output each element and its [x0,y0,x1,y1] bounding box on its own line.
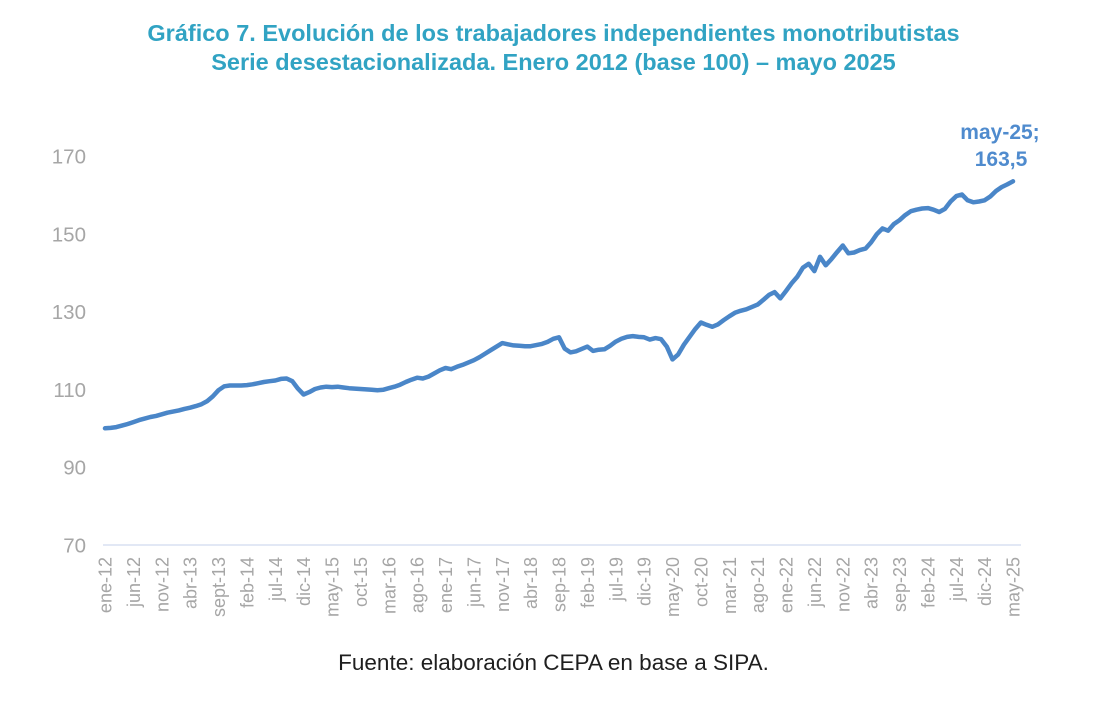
y-axis-tick-label: 90 [63,457,86,480]
source-note: Fuente: elaboración CEPA en base a SIPA. [338,650,769,675]
x-axis-tick-label: may-25 [1004,557,1024,617]
x-axis-tick-label: abr-23 [862,557,882,609]
x-axis-tick-label: ago-16 [408,557,428,613]
x-axis-tick-label: sept-13 [209,557,229,617]
x-axis-tick-label: nov-22 [833,557,853,612]
chart-title-line-1: Gráfico 7. Evolución de los trabajadores… [147,20,960,46]
x-axis-tick-label: jun-17 [464,557,484,608]
x-axis-tick-label: may-15 [323,557,343,617]
y-axis-labels: 170 150 130 110 90 70 [52,146,86,558]
annotation-label: may-25; [960,121,1039,144]
chart-title: Gráfico 7. Evolución de los trabajadores… [0,19,1107,77]
x-axis-tick-label: sep-18 [550,557,570,612]
x-axis-tick-label: jul-24 [947,557,967,602]
x-axis-tick-label: abr-13 [181,557,201,609]
x-axis-tick-label: ene-22 [777,557,797,613]
x-axis-tick-label: feb-19 [578,557,598,608]
x-axis-tick-label: jun-22 [805,557,825,608]
x-axis-tick-label: mar-16 [379,557,399,614]
y-axis-tick-label: 70 [63,535,86,558]
series-line [102,179,1016,431]
x-axis-tick-label: ene-17 [436,557,456,613]
x-axis-tick-label: jul-14 [266,557,286,602]
y-axis-tick-label: 130 [52,301,86,324]
x-axis-tick-label: oct-20 [691,557,711,607]
x-axis-tick-label: dic-19 [635,557,655,606]
x-axis-tick-label: nov-12 [152,557,172,612]
annotation-value: 163,5 [975,148,1028,171]
endpoint-annotation: may-25; 163,5 [960,121,1039,171]
x-axis-tick-label: ene-12 [96,557,116,613]
x-axis-tick-label: jul-19 [606,557,626,602]
x-axis-tick-label: dic-24 [975,557,995,606]
x-axis-tick-label: mar-21 [720,557,740,614]
y-axis-tick-label: 170 [52,146,86,169]
y-axis-tick-label: 150 [52,223,86,246]
chart-title-line-2: Serie desestacionalizada. Enero 2012 (ba… [211,49,896,75]
x-axis-tick-label: dic-14 [294,557,314,606]
x-axis-labels: ene-12 jun-12 nov-12 abr-13 sept-13 feb-14 jul… [96,557,1024,617]
x-axis-tick-label: feb-14 [237,557,257,608]
x-axis-tick-label: abr-18 [521,557,541,609]
x-axis-tick-label: ago-21 [748,557,768,613]
x-axis-tick-label: sep-23 [890,557,910,612]
x-axis-tick-label: feb-24 [918,557,938,608]
x-axis-tick-label: jun-12 [124,557,144,608]
y-axis-tick-label: 110 [53,379,86,402]
x-axis-tick-label: oct-15 [351,557,371,607]
x-axis-tick-label: nov-17 [493,557,513,612]
x-axis-tick-label: may-20 [663,557,683,617]
